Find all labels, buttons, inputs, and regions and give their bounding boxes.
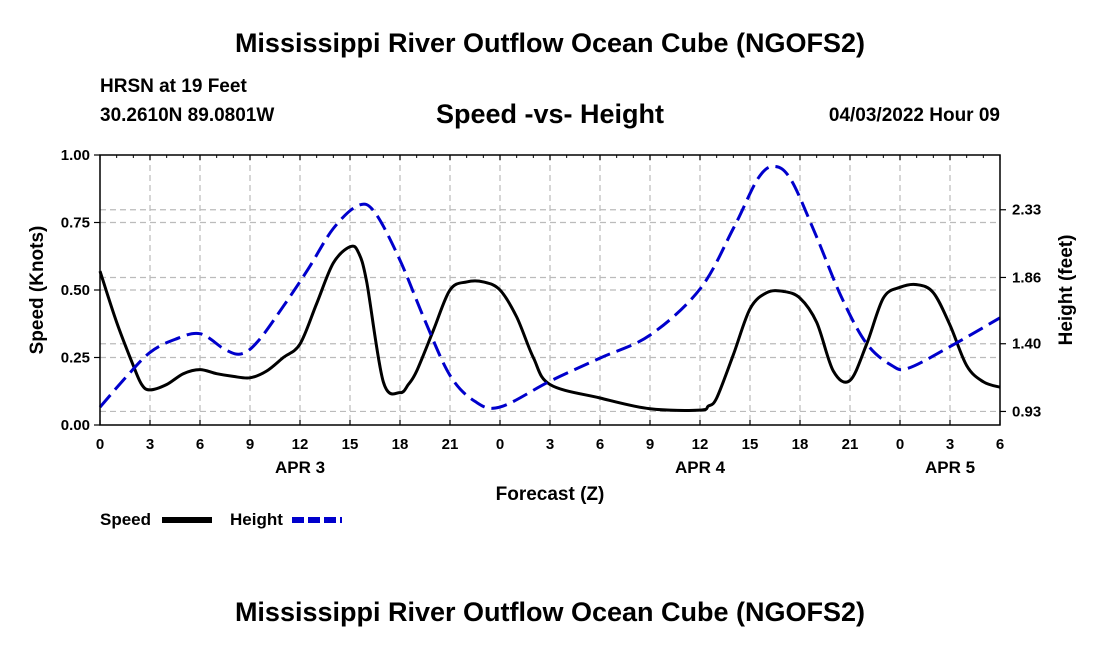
day-label: APR 3 (275, 458, 325, 477)
legend-height-label: Height (230, 510, 283, 529)
x-tick-label: 3 (946, 436, 954, 453)
x-tick-label: 12 (292, 436, 309, 453)
grid (100, 155, 1000, 425)
x-tick-label: 21 (442, 436, 459, 453)
y2-tick-label: 0.93 (1012, 403, 1041, 420)
chart-title: Speed -vs- Height (435, 99, 665, 129)
y-tick-label: 0.25 (61, 350, 90, 367)
legend-speed-label: Speed (100, 510, 151, 529)
day-label: APR 5 (925, 458, 975, 477)
forecast-datetime: 04/03/2022 Hour 09 (828, 105, 1000, 126)
station-coordinates: 30.2610N 89.0801W (100, 105, 275, 126)
series-speed-line (98, 244, 1001, 412)
y-tick-label: 0.00 (61, 417, 90, 434)
day-label: APR 4 (675, 458, 726, 477)
x-tick-label: 21 (842, 436, 859, 453)
x-tick-label: 0 (496, 436, 504, 453)
station-name: HRSN at 19 Feet (100, 76, 247, 97)
y-tick-label: 0.50 (61, 282, 90, 299)
x-tick-label: 3 (546, 436, 554, 453)
series-layer (98, 164, 1001, 412)
y-tick-label: 1.00 (61, 147, 90, 164)
legend: Speed Height (100, 510, 342, 529)
x-tick-label: 0 (96, 436, 104, 453)
series-height-line (98, 164, 1001, 410)
x-tick-label: 15 (742, 436, 759, 453)
y2-tick-label: 1.86 (1012, 269, 1041, 286)
y2-tick-label: 1.40 (1012, 336, 1041, 353)
x-tick-label: 12 (692, 436, 709, 453)
x-tick-label: 6 (196, 436, 204, 453)
x-tick-label: 18 (792, 436, 809, 453)
x-tick-label: 6 (596, 436, 604, 453)
main-title: Mississippi River Outflow Ocean Cube (NG… (234, 28, 866, 58)
x-tick-label: 9 (246, 436, 254, 453)
y2-tick-label: 2.33 (1012, 202, 1041, 219)
axes-ticks: 0 3 6 9 12 15 18 21 0 3 6 9 12 15 18 21 0 3 6 0.00 0.25 0.50 0… (61, 147, 1041, 477)
x-tick-label: 9 (646, 436, 654, 453)
x-tick-label: 3 (146, 436, 154, 453)
y2-axis-label: Height (feet) (1056, 235, 1077, 346)
y-axis-label: Speed (Knots) (27, 226, 48, 355)
x-tick-label: 15 (342, 436, 359, 453)
x-tick-label: 0 (896, 436, 904, 453)
footer-title: Mississippi River Outflow Ocean Cube (NG… (234, 597, 866, 627)
x-tick-label: 6 (996, 436, 1004, 453)
y-tick-label: 0.75 (61, 215, 90, 232)
x-axis-label: Forecast (Z) (496, 484, 605, 505)
x-tick-label: 18 (392, 436, 409, 453)
